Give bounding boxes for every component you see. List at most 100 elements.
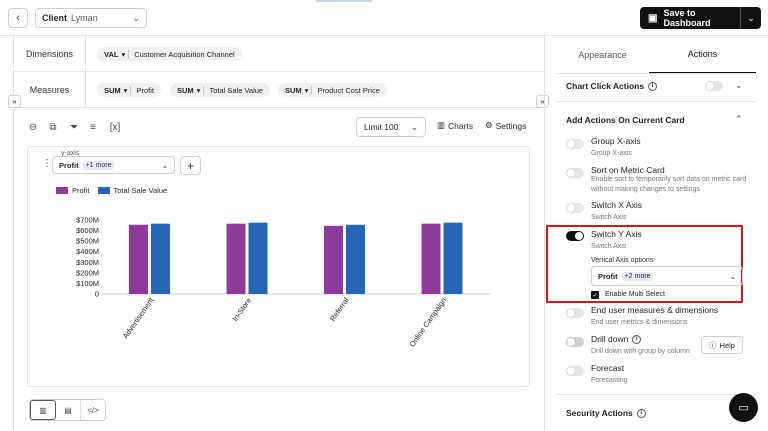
more-vertical-icon[interactable]: ⋮ — [42, 158, 52, 169]
switch-xaxis-toggle[interactable] — [566, 203, 584, 213]
bar — [324, 225, 343, 294]
measures-label: Measures — [14, 72, 86, 107]
bar — [443, 222, 463, 294]
settings-button[interactable]: ⚙ Settings — [485, 120, 526, 131]
divider — [556, 101, 756, 102]
pill-agg: SUM — [285, 85, 302, 95]
end-user-measures-toggle[interactable] — [566, 308, 584, 318]
add-button[interactable]: + — [180, 156, 201, 175]
bar — [226, 223, 246, 294]
expand-right-button[interactable]: » — [536, 95, 549, 108]
yaxis-selected: Profit — [59, 160, 79, 170]
double-chevron-right-icon: » — [12, 97, 17, 106]
chat-button[interactable]: ▭ — [729, 393, 758, 422]
panel-tabs: Appearance Actions — [556, 36, 756, 73]
legend-item[interactable]: Profit — [56, 186, 90, 195]
dimensions-row: Dimensions VAL ▾ Customer Acquisition Cha… — [14, 36, 544, 72]
tab-actions[interactable]: Actions — [649, 36, 756, 73]
code-view-button[interactable]: </> — [81, 400, 105, 420]
y-tick-label: $700M — [76, 216, 99, 225]
info-icon: i — [648, 81, 658, 91]
divider — [556, 394, 756, 395]
client-select[interactable]: Client Lyman ⌄ — [35, 8, 147, 28]
chevron-up-icon[interactable]: ⌃ — [735, 114, 743, 124]
save-to-dashboard-button[interactable]: ▣ Save to Dashboard — [640, 7, 740, 29]
save-dropdown-button[interactable]: ⌄ — [740, 7, 761, 29]
code-icon: </> — [87, 405, 99, 415]
chevron-down-icon: ⌄ — [132, 12, 140, 23]
charts-label: Charts — [448, 120, 474, 131]
option-title: Switch X Axis — [591, 200, 643, 210]
x-tick-label: Referral — [328, 296, 351, 323]
pill-field: Product Cost Price — [317, 85, 380, 95]
drill-down-toggle[interactable] — [566, 337, 584, 347]
formula-button[interactable]: [x] — [109, 121, 121, 133]
caret-down-icon: ▾ — [123, 85, 128, 95]
measure-pill[interactable]: SUM ▾ Product Cost Price — [278, 83, 387, 97]
yaxis-label: y-axis — [61, 150, 80, 157]
bar-chart-icon: ▥ — [437, 120, 446, 130]
dimension-pill[interactable]: VAL ▾ Customer Acquisition Channel — [97, 47, 242, 61]
section-label: Add Actions On Current Card — [566, 115, 685, 125]
sort-metric-toggle[interactable] — [566, 168, 584, 178]
limit-label: Limit 100 — [364, 122, 399, 132]
forecast-toggle[interactable] — [566, 366, 584, 376]
back-button[interactable]: ‹ — [8, 8, 28, 28]
help-button[interactable]: ⓘ Help — [701, 336, 743, 354]
legend-swatch — [56, 187, 68, 194]
pill-agg: SUM — [104, 85, 121, 95]
save-label: Save to Dashboard — [663, 8, 711, 28]
chevron-down-icon: ⌄ — [410, 121, 418, 132]
bar — [346, 224, 365, 294]
vertical-axis-select[interactable]: Profit +2 more ⌄ — [591, 266, 743, 286]
chart-card — [27, 146, 530, 387]
chat-icon: ▭ — [738, 402, 749, 414]
multi-select-checkbox[interactable]: ✓ — [591, 291, 599, 299]
option-title: Switch Y Axis — [591, 229, 642, 239]
legend-label: Profit — [72, 186, 90, 195]
chevron-left-icon: ‹ — [16, 12, 20, 24]
settings-label: Settings — [495, 120, 527, 131]
limit-select[interactable]: Limit 100 ⌄ — [356, 117, 426, 137]
caret-down-icon: ▾ — [304, 85, 309, 95]
bar — [151, 223, 170, 294]
x-tick-label: Online Campaign — [408, 296, 449, 349]
plus-icon: + — [186, 158, 194, 173]
legend-item[interactable]: Total Sale Value — [97, 186, 168, 195]
save-icon: ▣ — [648, 12, 658, 24]
tab-appearance[interactable]: Appearance — [578, 49, 627, 60]
join-icon[interactable]: ⊖ — [28, 121, 38, 133]
option-desc: Drill down with group by column — [591, 348, 690, 355]
vertical-axis-selected: Profit — [598, 271, 618, 281]
measure-pill[interactable]: SUM ▾ Profit — [97, 83, 161, 97]
drill-down-title: Drill down i — [591, 334, 642, 344]
chart-view-button[interactable]: ▥ — [30, 400, 56, 420]
switch-yaxis-toggle[interactable] — [566, 231, 584, 241]
table-view-button[interactable]: ▤ — [56, 400, 81, 420]
expand-left-button[interactable]: » — [8, 95, 21, 108]
y-tick-label: $500M — [76, 237, 99, 246]
current-card-actions-title: Add Actions On Current Card — [566, 115, 685, 125]
bar — [248, 222, 268, 294]
bar — [421, 223, 441, 294]
chevron-down-icon: ⌄ — [747, 12, 755, 23]
copy-icon[interactable]: ⧉ — [49, 121, 57, 133]
group-xaxis-toggle[interactable] — [566, 139, 584, 149]
loading-indicator — [316, 0, 372, 2]
chevron-down-icon[interactable]: ⌄ — [735, 80, 743, 90]
y-tick-label: $400M — [76, 247, 99, 256]
filter-icon[interactable]: ⏷ — [70, 121, 78, 133]
y-tick-label: $600M — [76, 226, 99, 235]
yaxis-select[interactable]: Profit +1 more ⌄ — [52, 156, 175, 174]
sort-icon[interactable]: ≡ — [90, 121, 96, 133]
legend-label: Total Sale Value — [113, 186, 168, 195]
measure-pill[interactable]: SUM ▾ Total Sale Value — [170, 83, 271, 97]
chevron-down-icon: ⌄ — [729, 271, 736, 281]
yaxis-more-badge: +1 more — [82, 160, 115, 170]
info-icon: i — [632, 334, 642, 344]
charts-button[interactable]: ▥ Charts — [437, 120, 473, 131]
option-title: Forecast — [591, 363, 625, 373]
chart-click-toggle[interactable] — [705, 81, 723, 91]
security-actions-title: Security Actions i — [566, 408, 646, 418]
section-label: Security Actions — [566, 408, 633, 418]
